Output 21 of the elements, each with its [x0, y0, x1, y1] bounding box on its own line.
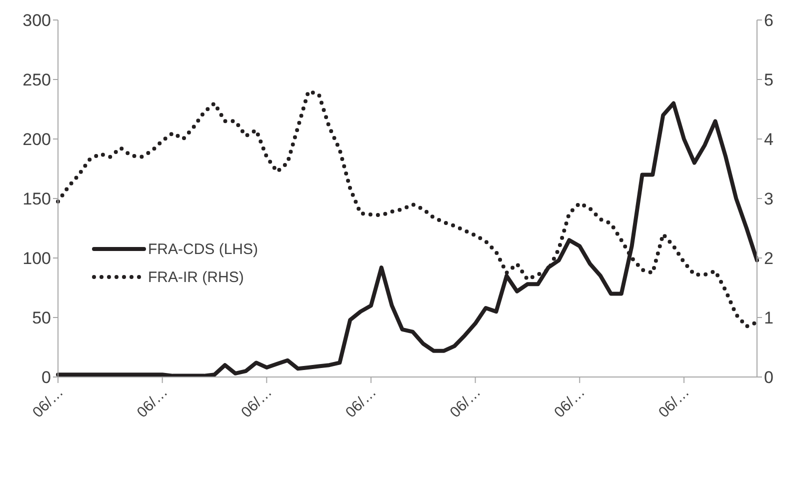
y-tick-label: 200 — [22, 130, 51, 150]
y-tick-label: 250 — [22, 70, 51, 90]
legend-label: FRA-IR (RHS) — [148, 268, 244, 286]
y-tick-label: 50 — [32, 308, 51, 328]
x-tick-label: 06/… — [655, 384, 693, 422]
x-tick-label: 06/… — [134, 384, 172, 422]
x-tick-label: 06/… — [446, 384, 484, 422]
y2-tick-label: 0 — [764, 368, 774, 388]
y-tick-label: 100 — [22, 249, 51, 268]
y-tick-label: 300 — [22, 11, 51, 30]
legend-label: FRA-CDS (LHS) — [148, 240, 258, 258]
x-tick-label: 06/… — [551, 384, 588, 422]
y2-tick-label: 1 — [764, 308, 774, 328]
x-tick-label: 06/… — [342, 384, 380, 422]
y2-tick-label: 6 — [764, 11, 774, 30]
x-tick-label: 06/… — [238, 384, 276, 422]
y2-tick-label: 2 — [764, 249, 774, 268]
y2-tick-label: 3 — [764, 190, 774, 209]
y-tick-label: 150 — [22, 190, 51, 209]
y2-tick-label: 5 — [764, 70, 774, 90]
y2-tick-label: 4 — [764, 130, 774, 150]
